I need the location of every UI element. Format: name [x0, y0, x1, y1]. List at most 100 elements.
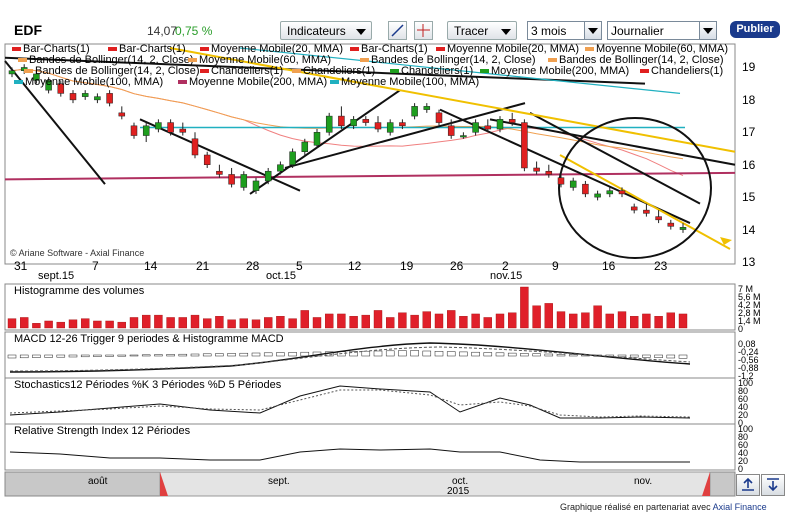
legend-item[interactable]: Moyenne Mobile(60, MMA) — [585, 43, 728, 55]
draw-horizontal-button[interactable] — [414, 21, 433, 40]
candle-down — [167, 122, 174, 133]
tracer-dropdown[interactable]: Tracer — [447, 21, 517, 40]
volume-bar — [44, 320, 53, 329]
volume_axis-tick-label: 7 M — [738, 284, 754, 294]
volume-bar — [544, 303, 553, 329]
macd-histogram-bar — [422, 350, 432, 357]
rsi_axis-tick-label: 40 — [738, 448, 749, 458]
volume-bar — [80, 318, 90, 329]
candle-down — [338, 115, 345, 127]
legend-item[interactable]: Moyenne Mobile(20, MMA) — [200, 43, 343, 55]
date-tick-label: 5 — [296, 259, 303, 273]
legend-label: Moyenne Mobile(20, MMA) — [447, 43, 580, 55]
volume-bar — [68, 319, 78, 329]
legend-item[interactable]: Bandes de Bollinger(14, 2, Close) — [18, 54, 193, 66]
publish-button[interactable]: Publier — [730, 21, 780, 38]
macd-histogram-bar — [19, 354, 29, 359]
candle-up — [240, 174, 248, 188]
candle-up — [460, 135, 467, 138]
volume-bar — [166, 317, 175, 329]
date-tick-label: 7 — [92, 259, 99, 273]
navigator-window[interactable] — [159, 471, 711, 497]
candle-down — [521, 122, 528, 169]
volume-bar — [593, 305, 602, 329]
macd-histogram-bar — [617, 354, 627, 358]
navigator-month-label: nov. — [634, 476, 653, 487]
candle-down — [484, 125, 492, 130]
footer-link[interactable]: Axial Finance — [712, 502, 767, 512]
legend-item[interactable]: Chandeliers(1) — [640, 65, 723, 77]
navigator-left-handle[interactable] — [160, 472, 168, 496]
legend-item[interactable]: Moyenne Mobile(20, MMA) — [436, 43, 579, 55]
legend-label: Bandes de Bollinger(14, 2, Close) — [371, 54, 536, 66]
volume_axis-tick-label: 2,8 M — [738, 308, 761, 318]
macd-histogram-bar — [666, 354, 676, 359]
period-select[interactable]: 3 mois — [527, 21, 602, 40]
legend-swatch — [24, 69, 33, 74]
export-button[interactable] — [736, 474, 760, 496]
candle-down — [667, 222, 675, 227]
draw-trendline-button[interactable] — [388, 21, 407, 40]
legend-label: Bandes de Bollinger(14, 2, Close) — [29, 54, 194, 66]
chevron-down-icon[interactable] — [584, 22, 601, 39]
chevron-down-icon — [501, 29, 511, 35]
macd_axis-tick-label: -0,56 — [738, 355, 759, 365]
legend-item[interactable]: Bandes de Bollinger(14, 2, Close) — [24, 65, 199, 77]
volume-bar — [471, 313, 480, 329]
legend-swatch — [178, 80, 187, 85]
volume-bar — [630, 316, 639, 329]
date-tick-label: 14 — [144, 259, 158, 273]
candle-up — [606, 190, 614, 195]
legend-item[interactable]: Bar-Charts(1) — [350, 43, 428, 55]
interval-select[interactable]: Journalier — [607, 21, 717, 40]
candle-down — [435, 112, 443, 123]
copyright-text: © Ariane Software - Axial Finance — [10, 248, 145, 258]
legend-item[interactable]: Moyenne Mobile(200, MMA) — [480, 65, 629, 77]
candle-down — [508, 119, 516, 123]
legend-item[interactable]: Bandes de Bollinger(14, 2, Close) — [360, 54, 535, 66]
trendline-7 — [489, 118, 736, 166]
macd-histogram-bar — [141, 354, 151, 357]
navigator-right-handle[interactable] — [702, 472, 710, 496]
print-button[interactable] — [761, 474, 785, 496]
interval-value: Journalier — [611, 24, 664, 38]
candle-up — [350, 119, 357, 127]
macd-histogram-bar — [544, 353, 554, 357]
price-tick-label: 14 — [742, 222, 756, 237]
candle-down — [545, 170, 553, 175]
legend-label: Moyenne Mobile(100, MMA) — [25, 76, 164, 88]
volume-bar — [105, 320, 114, 329]
legend-item[interactable]: Chandeliers(1) — [292, 65, 375, 77]
volume-bar — [666, 312, 675, 329]
date-tick-label: 16 — [602, 259, 616, 273]
volume-bar — [7, 318, 17, 329]
volume_axis-tick-label: 4,2 M — [738, 300, 761, 310]
legend-item[interactable]: Moyenne Mobile(60, MMA) — [188, 54, 331, 66]
legend-swatch — [436, 47, 445, 52]
rsi_axis-tick-label: 80 — [738, 432, 749, 442]
macd-histogram-bar — [56, 354, 66, 358]
legend-item[interactable]: Moyenne Mobile(100, MMA) — [330, 76, 479, 88]
legend-item[interactable]: Bandes de Bollinger(14, 2, Close) — [548, 54, 723, 66]
indicators-dropdown[interactable]: Indicateurs — [280, 21, 372, 40]
volume-bar — [190, 314, 200, 329]
stoch_axis-tick-label: 80 — [738, 386, 749, 396]
legend-item[interactable]: Chandeliers(1) — [200, 65, 283, 77]
volume-bar — [410, 314, 419, 329]
volume-bar — [373, 310, 383, 329]
date-tick-label: 31 — [14, 259, 28, 273]
macd-histogram-bar — [288, 352, 297, 357]
chevron-down-icon[interactable] — [699, 22, 716, 39]
legend-item[interactable]: Moyenne Mobile(100, MMA) — [14, 76, 163, 88]
macd-histogram-bar — [349, 351, 358, 357]
volume-bar — [215, 316, 224, 329]
legend-item[interactable]: Bar-Charts(1) — [12, 43, 90, 55]
volume-bar — [264, 317, 273, 329]
volume-bar — [569, 313, 578, 329]
legend-item[interactable]: Bar-Charts(1) — [108, 43, 186, 55]
macd-histogram-bar — [446, 351, 456, 357]
macd-histogram-bar — [32, 354, 41, 358]
legend-item[interactable]: Chandeliers(1) — [390, 65, 473, 77]
legend-item[interactable]: Moyenne Mobile(200, MMA) — [178, 76, 327, 88]
